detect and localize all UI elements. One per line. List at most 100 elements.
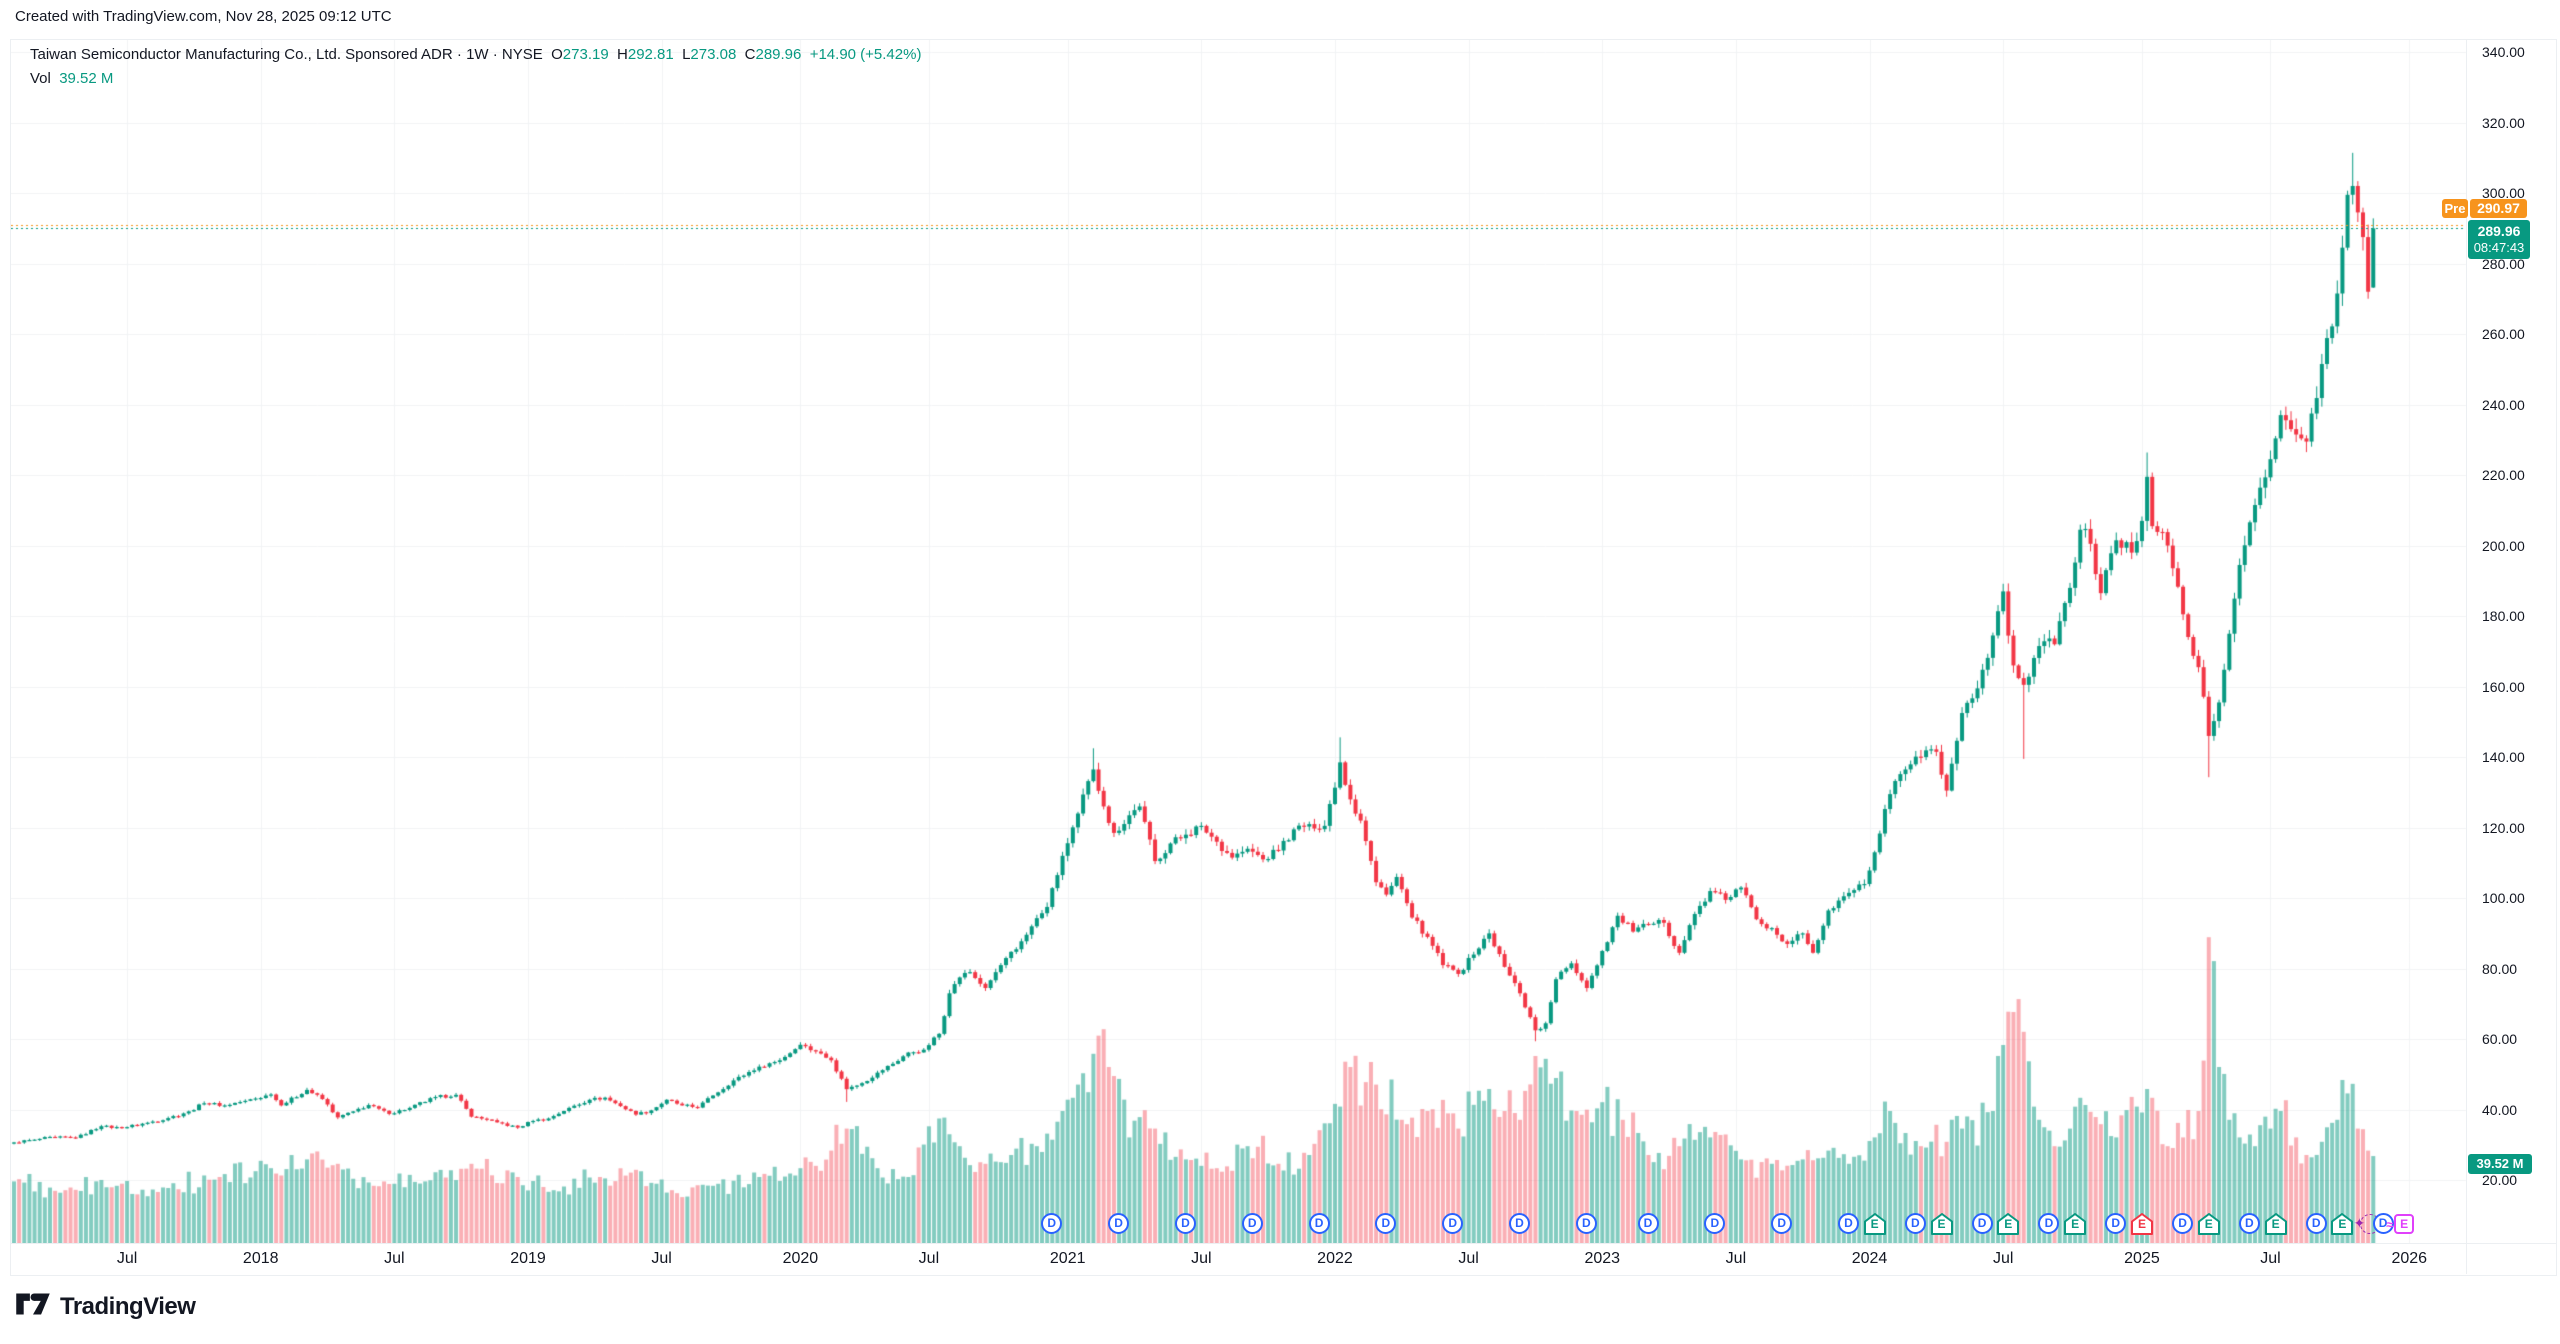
earnings-marker[interactable]: E	[1930, 1213, 1953, 1235]
price-axis-separator	[2466, 40, 2467, 1274]
time-axis-label: 2020	[782, 1250, 819, 1267]
dividend-marker[interactable]: D	[1241, 1213, 1263, 1234]
tradingview-logo-icon	[15, 1292, 51, 1321]
time-axis-label: 2019	[510, 1250, 546, 1267]
last-price-value: 289.96	[2477, 223, 2521, 239]
tradingview-logo-text: TradingView	[60, 1292, 196, 1320]
ohlc-value: 273.19	[562, 46, 618, 63]
earnings-marker[interactable]: E	[2197, 1213, 2220, 1235]
time-axis-label: 2026	[2391, 1250, 2428, 1267]
time-axis-label: 2024	[1851, 1250, 1888, 1267]
dividend-marker[interactable]: D	[1509, 1213, 1531, 1234]
time-axis-label: Jul	[1458, 1250, 1479, 1267]
earnings-marker[interactable]: E	[2264, 1213, 2287, 1235]
price-axis-label: 40.00	[2482, 1101, 2518, 1118]
chart-widget-border	[10, 39, 2557, 1276]
ohlc-key: O	[551, 46, 563, 63]
time-axis-label: 2021	[1049, 1250, 1086, 1267]
volume-legend[interactable]: Vol 39.52 M	[30, 70, 113, 87]
price-axis-label: 320.00	[2482, 114, 2525, 131]
dividend-marker[interactable]: D	[1904, 1213, 1926, 1234]
dividend-marker[interactable]: D	[1704, 1213, 1726, 1234]
time-axis-label: 2023	[1584, 1250, 1621, 1267]
dividend-marker[interactable]: D	[1442, 1213, 1464, 1234]
sparkle-icon: ✦	[2353, 1215, 2366, 1231]
dividend-marker[interactable]: D	[1308, 1213, 1330, 1234]
dividend-marker[interactable]: D	[1041, 1213, 1063, 1234]
price-axis-label: 120.00	[2482, 819, 2525, 836]
dividend-marker[interactable]: D	[1174, 1213, 1196, 1234]
upcoming-earnings-marker[interactable]: E ≈	[2386, 1214, 2415, 1234]
price-axis-label: 100.00	[2482, 890, 2525, 907]
earnings-marker[interactable]: E	[1997, 1213, 2020, 1235]
price-axis-label: 140.00	[2482, 749, 2525, 766]
earnings-marker[interactable]: E	[2331, 1213, 2354, 1235]
dividend-marker[interactable]: D	[2238, 1213, 2260, 1234]
ohlc-value: 292.81	[627, 46, 683, 63]
dividend-marker[interactable]: D	[2305, 1213, 2327, 1234]
price-axis-label: 280.00	[2482, 255, 2525, 272]
symbol-title: Taiwan Semiconductor Manufacturing Co., …	[30, 46, 453, 63]
time-axis-label: Jul	[651, 1250, 672, 1267]
dividend-marker[interactable]: D	[1375, 1213, 1397, 1234]
volume-axis-badge: 39.52 M	[2468, 1154, 2532, 1174]
time-axis-label: Jul	[1725, 1250, 1747, 1267]
bar-countdown: 08:47:43	[2473, 240, 2525, 255]
ohlc-key: C	[744, 46, 756, 63]
price-axis-label: 60.00	[2482, 1031, 2518, 1048]
created-with-line: Created with TradingView.com, Nov 28, 20…	[15, 8, 392, 25]
ohlc-values: O273.19 H292.81 L273.08 C289.96	[551, 46, 810, 63]
price-axis-label: 20.00	[2482, 1172, 2518, 1189]
price-axis-label: 80.00	[2482, 960, 2518, 977]
squiggle-icon: ≈	[2386, 1217, 2394, 1232]
time-axis-label: Jul	[918, 1250, 940, 1267]
dividend-marker[interactable]: D	[1637, 1213, 1659, 1234]
tradingview-logo[interactable]: TradingView	[15, 1292, 196, 1321]
dividend-marker[interactable]: D	[2038, 1213, 2060, 1234]
time-axis-label: 2018	[242, 1250, 279, 1267]
earnings-marker[interactable]: E	[2064, 1213, 2087, 1235]
time-axis-label: Jul	[116, 1250, 138, 1267]
dividend-marker[interactable]: D	[1108, 1213, 1130, 1234]
time-axis-label: 2025	[2124, 1250, 2160, 1267]
dividend-marker[interactable]: D	[2372, 1213, 2394, 1234]
dividend-marker[interactable]: D	[2172, 1213, 2194, 1234]
price-axis-label: 340.00	[2482, 44, 2525, 60]
price-axis-label: 200.00	[2482, 537, 2525, 554]
change-value: +14.90 (+5.42%)	[809, 46, 922, 63]
price-axis-label: 240.00	[2482, 396, 2525, 413]
timeframe-label: 1W	[466, 46, 489, 63]
dividend-marker[interactable]: D	[1971, 1213, 1993, 1234]
dividend-marker[interactable]: D	[1771, 1213, 1793, 1234]
price-axis-label: 300.00	[2482, 185, 2525, 202]
ohlc-key: H	[617, 46, 628, 63]
ohlc-value: 289.96	[755, 46, 810, 63]
time-axis-label: Jul	[384, 1250, 405, 1267]
price-axis-label: 220.00	[2482, 467, 2525, 484]
time-axis-label: Jul	[1191, 1250, 1212, 1267]
exchange-label: NYSE	[501, 46, 543, 63]
earnings-marker[interactable]: E	[2130, 1213, 2153, 1235]
dividend-marker[interactable]: D	[1575, 1213, 1597, 1234]
time-axis-label: 2022	[1317, 1250, 1353, 1267]
dividend-marker[interactable]: D	[2105, 1213, 2127, 1234]
price-axis-label: 180.00	[2482, 608, 2525, 625]
time-axis-separator	[11, 1243, 2556, 1244]
time-axis-label: Jul	[2260, 1250, 2281, 1267]
dot-separator: ·	[456, 46, 462, 63]
vol-label: Vol	[30, 70, 51, 87]
ohlc-value: 273.08	[690, 46, 745, 63]
earnings-marker[interactable]: E	[1863, 1213, 1886, 1235]
ohlc-key: L	[682, 46, 691, 63]
dividend-marker[interactable]: D	[1837, 1213, 1859, 1234]
price-chart-canvas[interactable]	[11, 40, 2467, 1244]
premarket-badge-label: Pre	[2442, 199, 2468, 218]
price-axis-label: 160.00	[2482, 678, 2525, 695]
last-price-badge: 289.96 08:47:43	[2468, 220, 2530, 259]
premarket-price-badge: 290.97	[2470, 199, 2527, 218]
price-axis-label: 260.00	[2482, 326, 2525, 343]
symbol-legend[interactable]: Taiwan Semiconductor Manufacturing Co., …	[30, 46, 921, 63]
dot-separator: ·	[492, 46, 498, 63]
vol-value: 39.52 M	[59, 70, 114, 87]
time-axis-label: Jul	[1992, 1250, 2014, 1267]
